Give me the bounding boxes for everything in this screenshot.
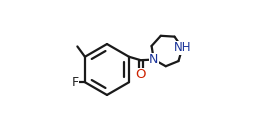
Text: F: F — [71, 76, 79, 89]
Text: NH: NH — [174, 41, 191, 54]
Text: N: N — [149, 53, 158, 66]
Text: O: O — [136, 68, 146, 81]
